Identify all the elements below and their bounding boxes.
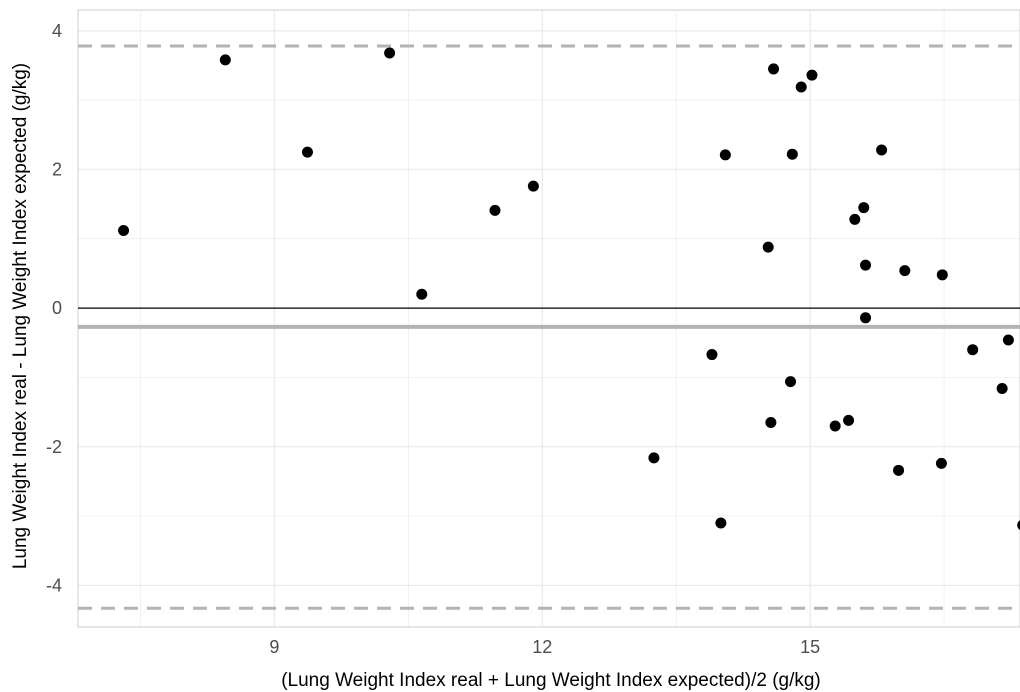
y-axis-title: Lung Weight Index real - Lung Weight Ind…	[10, 63, 31, 569]
data-point	[384, 47, 396, 59]
data-point	[762, 241, 774, 253]
data-point	[785, 376, 797, 388]
x-axis-title: (Lung Weight Index real + Lung Weight In…	[281, 670, 821, 691]
data-point	[935, 457, 947, 469]
data-point	[489, 204, 501, 216]
y-axis-tick-labels: -4 -2 0 2 4	[46, 21, 62, 596]
data-point	[893, 464, 905, 476]
data-point	[858, 202, 870, 214]
data-point	[967, 344, 979, 356]
y-tick-label: -4	[46, 575, 62, 595]
data-point	[301, 146, 313, 158]
data-point	[715, 517, 727, 529]
data-point	[860, 259, 872, 271]
data-point	[849, 213, 861, 225]
data-points	[118, 47, 1020, 530]
panel-border	[77, 9, 1020, 628]
data-point	[219, 54, 231, 66]
grid-major-lines	[78, 10, 1020, 627]
data-point	[795, 81, 807, 93]
y-tick-label: 2	[52, 159, 62, 179]
data-point	[996, 383, 1008, 395]
data-point	[1017, 520, 1020, 530]
x-tick-label: 15	[800, 637, 820, 657]
x-tick-label: 12	[532, 637, 552, 657]
data-point	[786, 148, 798, 160]
data-point	[806, 69, 818, 81]
data-point	[860, 312, 872, 324]
y-tick-label: 4	[52, 21, 62, 41]
data-point	[768, 63, 780, 75]
x-tick-label: 9	[269, 637, 279, 657]
data-point	[118, 224, 130, 236]
grid-minor-lines	[78, 10, 1020, 627]
data-point	[416, 288, 428, 300]
data-point	[706, 349, 718, 361]
data-point	[829, 420, 841, 432]
reference-lines	[78, 44, 1020, 610]
data-point	[1002, 334, 1014, 346]
data-point	[936, 269, 948, 281]
data-point	[876, 144, 888, 156]
data-point	[648, 452, 660, 464]
data-point	[899, 265, 911, 277]
data-point	[843, 414, 855, 426]
x-axis-tick-labels: 9 12 15	[269, 637, 820, 657]
data-point	[765, 416, 777, 428]
data-point	[527, 180, 539, 192]
y-tick-label: 0	[52, 298, 62, 318]
y-tick-label: -2	[46, 437, 62, 457]
data-point	[719, 149, 731, 161]
